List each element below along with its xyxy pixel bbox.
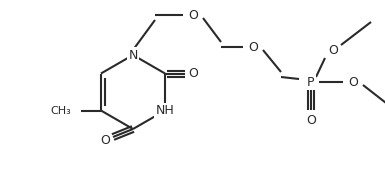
Text: O: O [306,114,316,127]
Text: O: O [248,40,258,53]
Text: O: O [100,134,110,147]
Text: O: O [188,67,198,80]
Text: O: O [348,75,358,89]
Text: P: P [307,75,315,89]
Text: N: N [128,48,138,62]
Text: CH₃: CH₃ [50,105,71,116]
Text: O: O [188,8,198,21]
Text: O: O [328,44,338,57]
Text: NH: NH [156,104,174,117]
